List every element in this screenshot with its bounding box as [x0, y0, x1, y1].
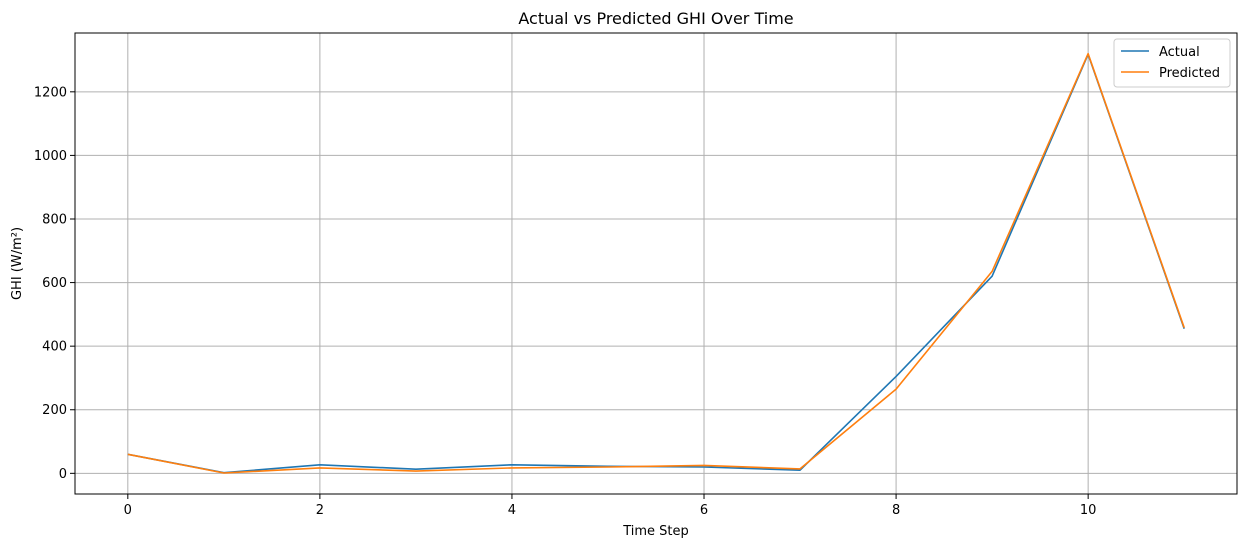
series-line-predicted	[127, 52, 1185, 474]
x-tick-label: 6	[700, 503, 708, 518]
x-tick-label: 2	[316, 503, 324, 518]
x-tick-label: 10	[1080, 503, 1097, 518]
plot-frame	[74, 32, 1238, 495]
x-axis-label: Time Step	[622, 524, 689, 539]
y-axis-label: GHI (W/m²)	[10, 227, 25, 300]
y-tick-label: 1000	[34, 149, 67, 164]
grid	[75, 33, 1237, 494]
y-tick-label: 800	[42, 212, 67, 227]
x-tick-label: 8	[892, 503, 900, 518]
legend: Actual Predicted	[1113, 38, 1231, 88]
y-tick-label: 200	[42, 403, 67, 418]
x-tick-label: 4	[508, 503, 516, 518]
x-tick-label: 0	[124, 503, 132, 518]
legend-label-actual: Actual	[1159, 45, 1200, 60]
y-tick-label: 1200	[34, 85, 67, 100]
y-tick-label: 600	[42, 276, 67, 291]
chart-title: Actual vs Predicted GHI Over Time	[518, 9, 793, 28]
legend-label-predicted: Predicted	[1159, 66, 1220, 81]
series-layer	[127, 52, 1185, 474]
y-tick-label: 0	[59, 467, 67, 482]
y-tick-label: 400	[42, 340, 67, 355]
ticks: 0 2 4 6 8 10 0 200 400 600 800 1000 1200	[34, 85, 1097, 518]
